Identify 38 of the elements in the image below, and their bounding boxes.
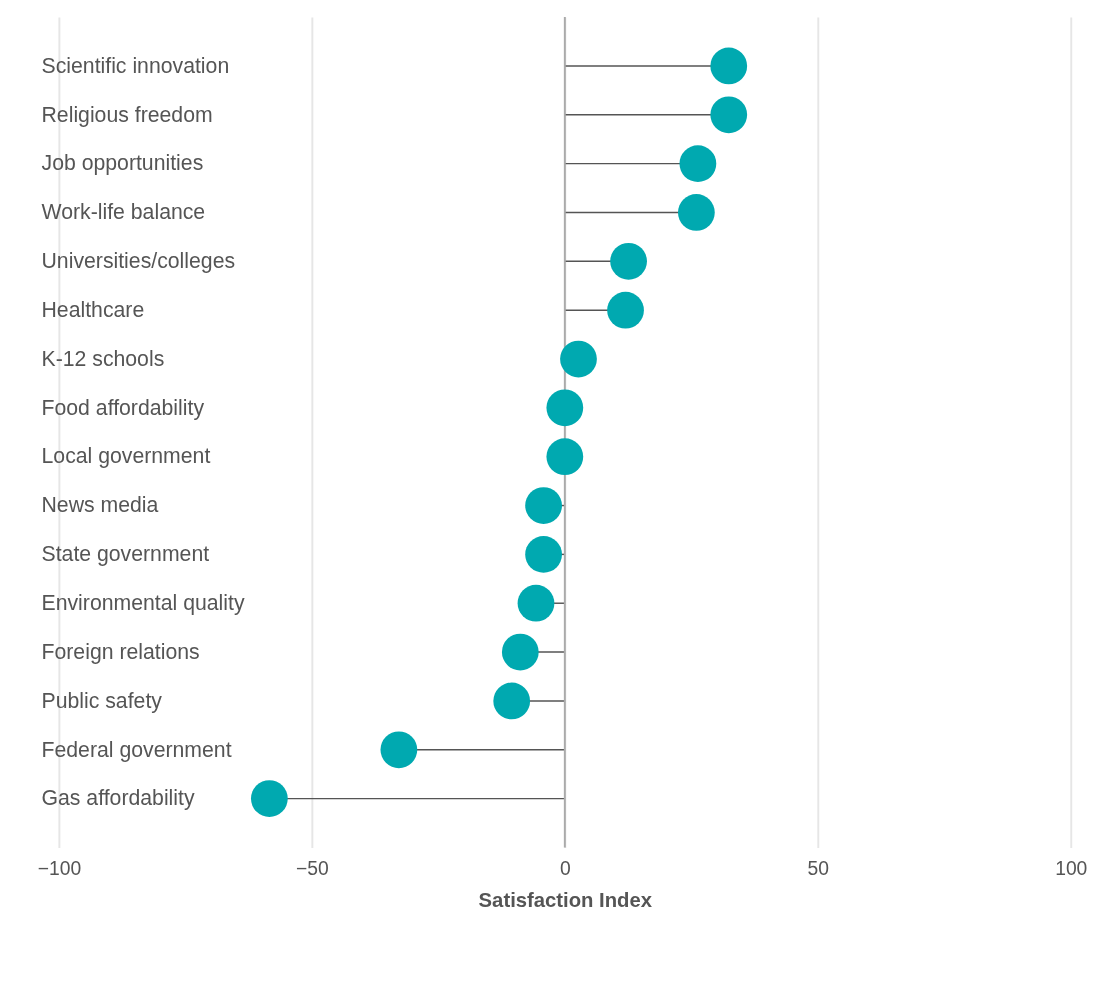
- x-tick-label: 50: [807, 857, 830, 879]
- y-tick-label: K-12 schools: [41, 346, 165, 371]
- point: [525, 536, 562, 573]
- x-axis-title: Satisfaction Index: [478, 888, 653, 911]
- point: [493, 682, 531, 720]
- y-tick-label: Gas affordability: [41, 786, 195, 811]
- point: [501, 633, 539, 671]
- y-tick-label: Universities/colleges: [41, 249, 236, 274]
- point: [525, 487, 562, 524]
- point: [546, 438, 584, 476]
- point: [710, 96, 748, 134]
- point: [610, 242, 647, 280]
- x-tick-label: 100: [1055, 857, 1088, 879]
- y-tick-label: Foreign relations: [41, 639, 200, 664]
- point: [679, 145, 717, 182]
- point: [710, 47, 748, 85]
- point: [250, 780, 288, 817]
- y-tick-label: Work-life balance: [41, 200, 206, 225]
- x-tick-label: −100: [37, 857, 82, 879]
- point: [560, 340, 597, 378]
- point: [517, 584, 555, 622]
- y-tick-label: Food affordability: [41, 395, 205, 420]
- y-tick-label: Federal government: [41, 737, 232, 762]
- point: [546, 389, 584, 427]
- y-tick-label: News media: [41, 493, 159, 518]
- point: [380, 731, 418, 769]
- y-tick-label: Healthcare: [41, 297, 145, 322]
- y-tick-label: Public safety: [41, 688, 163, 713]
- y-tick-label: Environmental quality: [41, 590, 245, 615]
- x-tick-label: −50: [295, 857, 329, 879]
- point: [607, 291, 644, 329]
- x-tick-label: 0: [559, 857, 571, 879]
- point: [677, 194, 715, 231]
- y-tick-label: State government: [41, 542, 210, 567]
- y-tick-label: Scientific innovation: [41, 53, 230, 78]
- y-tick-label: Local government: [41, 444, 211, 469]
- y-tick-label: Religious freedom: [41, 102, 213, 127]
- y-tick-label: Job opportunities: [41, 151, 204, 176]
